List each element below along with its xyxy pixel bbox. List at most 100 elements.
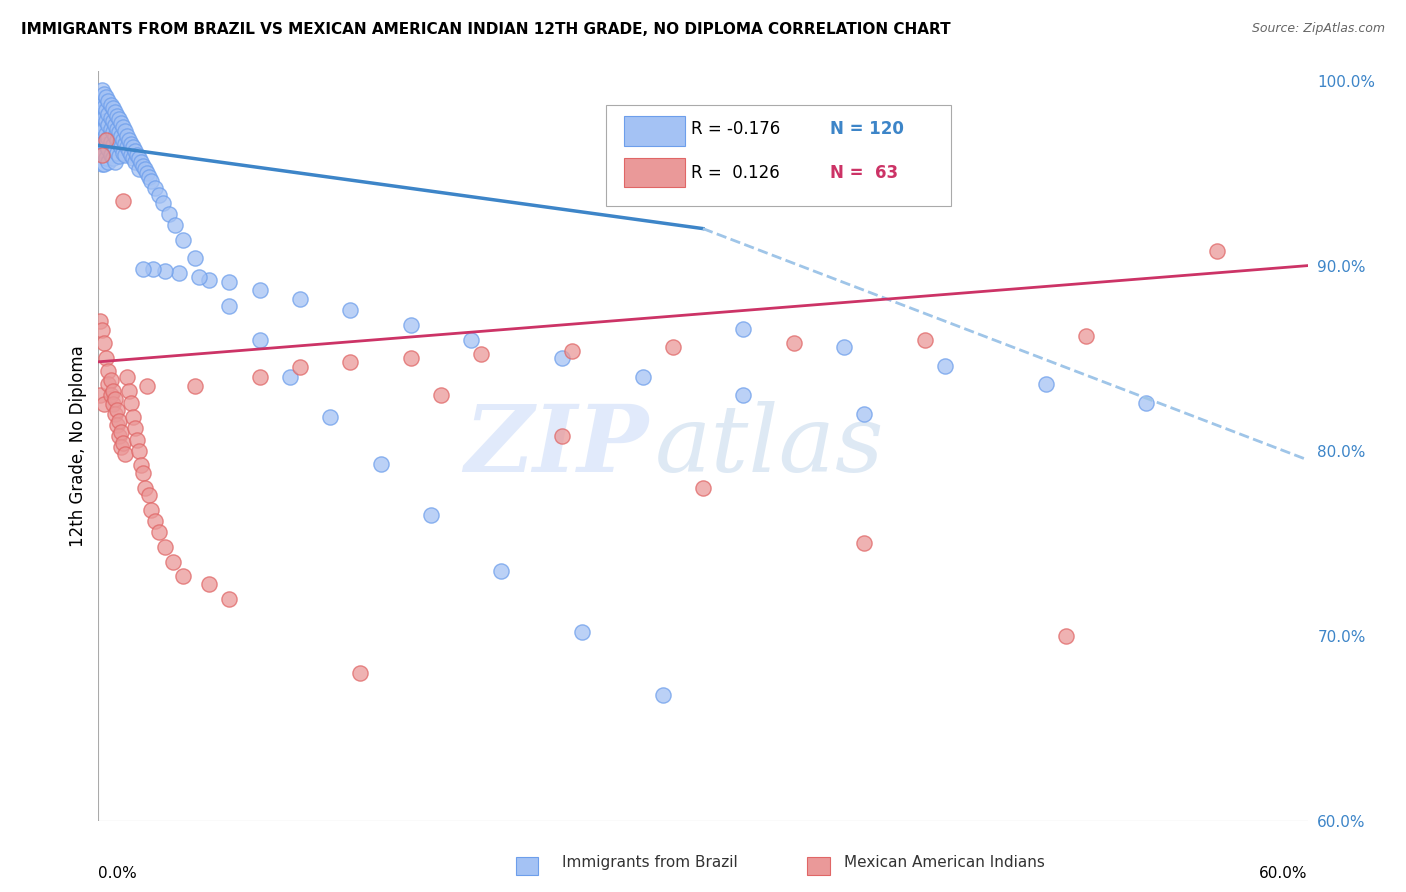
Point [111,133,134,147]
Point [733,321,755,335]
Point [184,251,207,265]
Point [184,379,207,393]
Point [110,440,132,454]
Point [97,364,120,378]
Point [129,458,152,473]
Point [470,347,492,361]
Point [339,355,361,369]
Point [120,147,142,161]
Point [143,181,166,195]
Point [198,273,221,287]
FancyBboxPatch shape [624,158,685,187]
Point [128,162,150,177]
Point [571,624,593,639]
Point [551,429,574,443]
Point [288,292,311,306]
Point [91,147,114,161]
Point [93,336,115,351]
Point [118,384,141,399]
Point [91,136,114,151]
Point [218,591,240,606]
Text: R =  0.126: R = 0.126 [690,163,780,181]
Point [124,144,146,158]
Point [96,103,118,118]
Point [172,569,194,583]
Point [1206,244,1229,258]
Point [91,125,114,139]
Point [115,369,138,384]
Point [96,114,118,128]
Point [100,373,122,387]
Point [218,299,240,313]
Point [97,142,120,156]
Point [111,145,134,160]
Point [124,421,146,435]
Point [89,123,111,137]
Point [162,555,184,569]
Point [101,125,124,139]
Point [319,410,342,425]
Point [105,133,128,147]
Point [399,318,422,332]
Point [118,144,141,158]
Point [188,269,211,284]
Point [93,111,115,125]
Point [101,384,124,399]
Point [105,109,128,123]
Point [420,508,443,523]
Point [100,135,122,149]
Point [288,360,311,375]
Point [93,87,115,101]
Point [96,151,118,165]
Point [111,194,134,208]
Point [1135,395,1157,409]
Point [89,133,111,147]
Point [91,323,114,337]
Point [460,333,482,347]
Point [1054,629,1077,643]
Point [101,114,124,128]
Point [120,395,142,409]
Point [733,388,755,402]
Point [278,369,301,384]
Point [89,314,111,328]
Point [110,129,132,144]
Text: N =  63: N = 63 [830,163,898,181]
Point [110,425,132,439]
Point [139,173,162,187]
Point [101,101,124,115]
Text: R = -0.176: R = -0.176 [690,120,780,138]
FancyBboxPatch shape [606,105,950,206]
Point [100,388,122,402]
Point [96,128,118,142]
Point [96,351,118,365]
Point [96,138,118,153]
Point [125,433,148,447]
Point [107,414,129,428]
Point [1035,377,1057,392]
Point [89,92,111,106]
Point [101,151,124,165]
Point [93,121,115,136]
Point [132,159,155,173]
Point [107,429,129,443]
Point [89,101,111,115]
Point [370,457,392,471]
Point [218,275,240,289]
Point [107,125,129,139]
Point [93,135,115,149]
Point [153,540,176,554]
Point [914,333,936,347]
Point [103,118,125,132]
Point [134,481,156,495]
Point [114,136,136,151]
Point [103,407,125,421]
Point [249,333,271,347]
Text: Immigrants from Brazil: Immigrants from Brazil [562,855,738,870]
Point [103,129,125,144]
Point [853,536,876,550]
Text: Source: ZipAtlas.com: Source: ZipAtlas.com [1251,22,1385,36]
Point [110,140,132,154]
Point [111,120,134,134]
Point [934,359,956,373]
